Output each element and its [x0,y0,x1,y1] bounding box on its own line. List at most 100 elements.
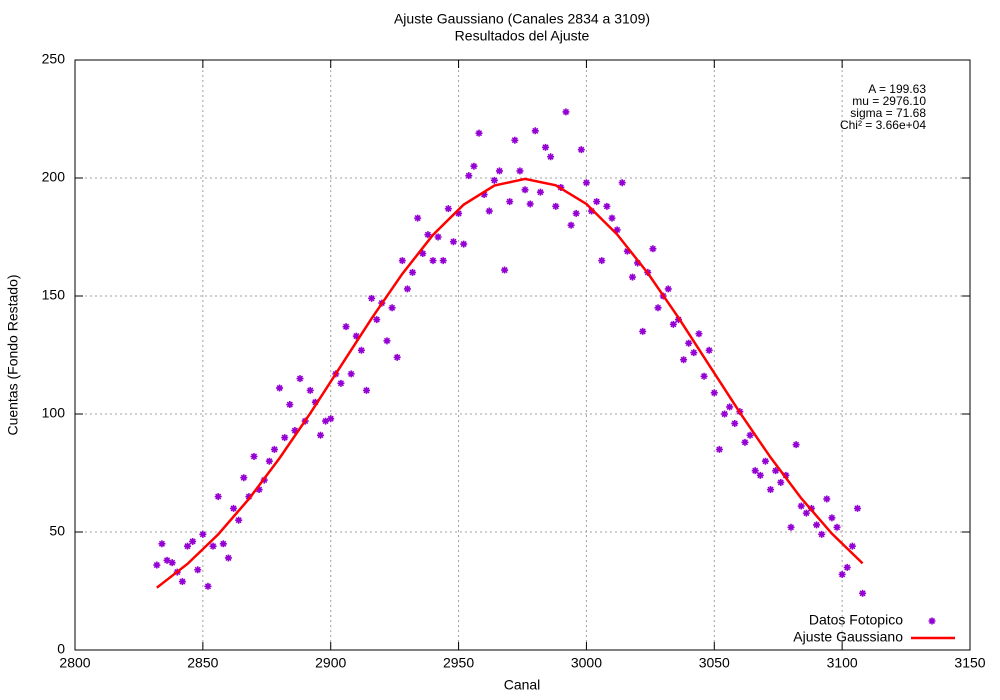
data-point [414,214,422,222]
data-point [746,431,754,439]
data-point [761,457,769,465]
data-point [506,198,514,206]
data-point [833,523,841,531]
data-point [194,566,202,574]
data-point [163,556,171,564]
data-point [311,398,319,406]
data-point [598,257,606,265]
data-point [531,127,539,135]
y-tick-label: 200 [42,169,66,185]
data-point [276,384,284,392]
data-point [741,438,749,446]
data-point [455,209,463,217]
data-point [475,129,483,137]
data-point [813,521,821,529]
data-point [250,452,258,460]
data-point [547,153,555,161]
data-point [526,200,534,208]
data-point [710,389,718,397]
legend-label: Datos Fotopico [809,612,903,628]
data-point [265,457,273,465]
data-point [772,467,780,475]
data-point [623,247,631,255]
data-point [859,589,867,597]
data-point [327,415,335,423]
data-point [224,554,232,562]
data-point [204,582,212,590]
data-point [628,273,636,281]
data-point [818,530,826,538]
data-point [352,332,360,340]
fit-parameter: mu = 2976.10 [852,94,926,108]
fit-parameter: A = 199.63 [868,82,926,96]
data-point [470,162,478,170]
x-tick-label: 2850 [187,655,218,671]
data-point [843,563,851,571]
y-tick-label: 150 [42,287,66,303]
data-point [731,419,739,427]
x-tick-label: 2800 [59,655,90,671]
data-point [214,493,222,501]
data-point [669,320,677,328]
data-point [363,386,371,394]
data-point [398,257,406,265]
chart-subtitle: Resultados del Ajuste [455,28,590,44]
data-point [337,379,345,387]
data-point [480,191,488,199]
data-point [434,233,442,241]
data-point [649,245,657,253]
y-tick-label: 100 [42,405,66,421]
data-point [695,330,703,338]
data-point [419,250,427,258]
data-point [235,516,243,524]
data-point [316,431,324,439]
data-point [357,346,365,354]
x-tick-label: 2950 [443,655,474,671]
data-point [240,474,248,482]
data-point [383,337,391,345]
data-point [552,202,560,210]
data-point [690,349,698,357]
plot-frame [74,59,971,651]
data-point [286,401,294,409]
data-point [756,471,764,479]
y-tick-label: 250 [42,51,66,67]
data-point [424,231,432,239]
data-point [751,467,759,475]
data-point [705,346,713,354]
data-point [582,179,590,187]
data-point [281,434,289,442]
data-point [449,238,457,246]
data-point [485,207,493,215]
data-point [823,495,831,503]
x-tick-label: 3000 [571,655,602,671]
data-point [577,146,585,154]
data-point [853,504,861,512]
data-point [189,537,197,545]
data-point [567,221,575,229]
data-point [342,323,350,331]
data-point [495,167,503,175]
data-point [444,205,452,213]
x-tick-label: 3150 [954,655,985,671]
fit-line [156,177,864,589]
data-point [403,285,411,293]
data-point [306,386,314,394]
y-axis-label: Cuentas (Fondo Restado) [5,274,21,435]
data-point [245,493,253,501]
chart-title: Ajuste Gaussiano (Canales 2834 a 3109) [394,11,650,27]
data-point [603,202,611,210]
data-point [792,441,800,449]
data-point [618,179,626,187]
data-point [593,198,601,206]
data-point [460,240,468,248]
x-tick-label: 3100 [827,655,858,671]
data-point [572,209,580,217]
data-point [409,268,417,276]
data-point [296,375,304,383]
data-point [393,353,401,361]
fit-parameter: sigma = 71.68 [850,106,926,120]
data-point [439,257,447,265]
data-point [230,504,238,512]
data-point [588,207,596,215]
